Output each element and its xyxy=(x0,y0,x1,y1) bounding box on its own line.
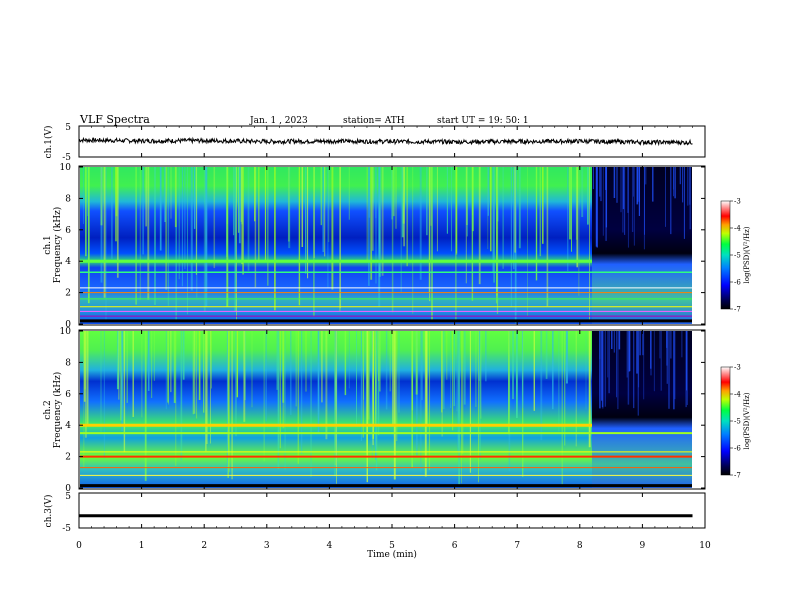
ch1-spectrogram-panel: 0 2 4 6 8 10 ch.1 Frequency (kHz) xyxy=(43,163,706,330)
ch3-ytick-bottom: -5 xyxy=(62,524,71,534)
ch1-ytick-bottom: -5 xyxy=(62,153,71,163)
y-tick-label: 4 xyxy=(65,257,71,267)
ch1-spectrogram-ylabel-frequency: Frequency (kHz) xyxy=(52,207,63,284)
ch1-spectrogram-ylabel-channel: ch.1 xyxy=(43,235,53,254)
ch1-waveform-ylabel: ch.1(V) xyxy=(43,126,54,159)
colorbar-tick-label: -6 xyxy=(734,279,741,287)
y-tick-label: 10 xyxy=(60,327,72,337)
colorbar-tick-label: -7 xyxy=(734,306,741,314)
ch2-spectrogram-ylabel-frequency: Frequency (kHz) xyxy=(52,372,63,449)
x-tick-label: 7 xyxy=(514,541,520,551)
ch2-spectrogram-ylabel-channel: ch.2 xyxy=(43,400,53,419)
ch1-colorbar-scale xyxy=(720,200,731,310)
ch2-colorbar-scale xyxy=(720,366,731,476)
start-time-label: start UT = 19: 50: 1 xyxy=(437,116,529,126)
ch2-colorbar-ticks: -3 -4 -5 -6 -7 xyxy=(730,364,741,480)
colorbar-tick-label: -5 xyxy=(734,252,741,260)
ch2-colorbar: -3 -4 -5 -6 -7 log(PSD)(V²/Hz) xyxy=(720,364,751,480)
y-tick-label: 0 xyxy=(65,320,71,330)
y-tick-label: 2 xyxy=(65,289,71,299)
y-tick-label: 2 xyxy=(65,453,71,463)
ch1-spectrogram-bands xyxy=(80,259,692,323)
y-tick-label: 6 xyxy=(65,390,71,400)
x-tick-label: 9 xyxy=(640,541,646,551)
x-tick-label: 1 xyxy=(139,541,145,551)
ch1-colorbar-label: log(PSD)(V²/Hz) xyxy=(743,226,751,283)
ch1-colorbar: -3 -4 -5 -6 -7 log(PSD)(V²/Hz) xyxy=(720,198,751,314)
ch3-waveform-frame xyxy=(78,492,706,529)
x-tick-label: 6 xyxy=(452,541,458,551)
y-tick-label: 8 xyxy=(65,358,71,368)
ch2-spectrogram-bands xyxy=(80,423,692,488)
y-tick-label: 10 xyxy=(60,163,72,173)
ch1-spectrogram-streaks xyxy=(83,167,691,324)
x-tick-label: 0 xyxy=(76,541,82,551)
time-axis: 0 1 2 3 4 5 6 7 8 9 10 xyxy=(76,126,711,551)
colorbar-tick-label: -6 xyxy=(734,445,741,453)
x-tick-label: 4 xyxy=(327,541,333,551)
y-tick-label: 4 xyxy=(65,421,71,431)
station-label: station= ATH xyxy=(343,116,405,126)
date-label: Jan. 1 , 2023 xyxy=(249,116,308,126)
ch2-colorbar-label: log(PSD)(V²/Hz) xyxy=(743,392,751,449)
ch3-ytick-top: 5 xyxy=(65,492,71,502)
ch1-spectrogram-yticks: 0 2 4 6 8 10 xyxy=(60,163,705,330)
x-tick-label: 5 xyxy=(389,541,395,551)
colorbar-tick-label: -3 xyxy=(734,198,741,206)
ch1-waveform-panel: 5 -5 ch.1(V) xyxy=(43,123,706,163)
ch3-waveform-panel: 5 -5 ch.3(V) xyxy=(43,492,706,534)
ch3-waveform-ylabel: ch.3(V) xyxy=(43,495,54,528)
figure-title: VLF Spectra xyxy=(79,113,150,126)
x-tick-label: 3 xyxy=(264,541,270,551)
time-axis-label: Time (min) xyxy=(367,549,417,560)
y-tick-label: 8 xyxy=(65,194,71,204)
x-tick-label: 2 xyxy=(201,541,207,551)
colorbar-tick-label: -7 xyxy=(734,472,741,480)
colorbar-tick-label: -3 xyxy=(734,364,741,372)
ch1-colorbar-ticks: -3 -4 -5 -6 -7 xyxy=(730,198,741,314)
ch2-spectrogram-yticks: 0 2 4 6 8 10 xyxy=(60,327,705,494)
ch2-spectrogram-panel: 0 2 4 6 8 10 ch.2 Frequency (kHz) xyxy=(43,327,706,494)
x-tick-label: 10 xyxy=(699,541,711,551)
colorbar-tick-label: -4 xyxy=(734,391,741,399)
colorbar-tick-label: -5 xyxy=(734,418,741,426)
colorbar-tick-label: -4 xyxy=(734,225,741,233)
x-tick-label: 8 xyxy=(577,541,583,551)
y-tick-label: 6 xyxy=(65,226,71,236)
ch2-spectrogram-quiet-region xyxy=(592,331,692,488)
ch1-ytick-top: 5 xyxy=(65,123,71,133)
y-tick-label: 0 xyxy=(65,484,71,494)
ch1-waveform-line xyxy=(78,136,693,147)
